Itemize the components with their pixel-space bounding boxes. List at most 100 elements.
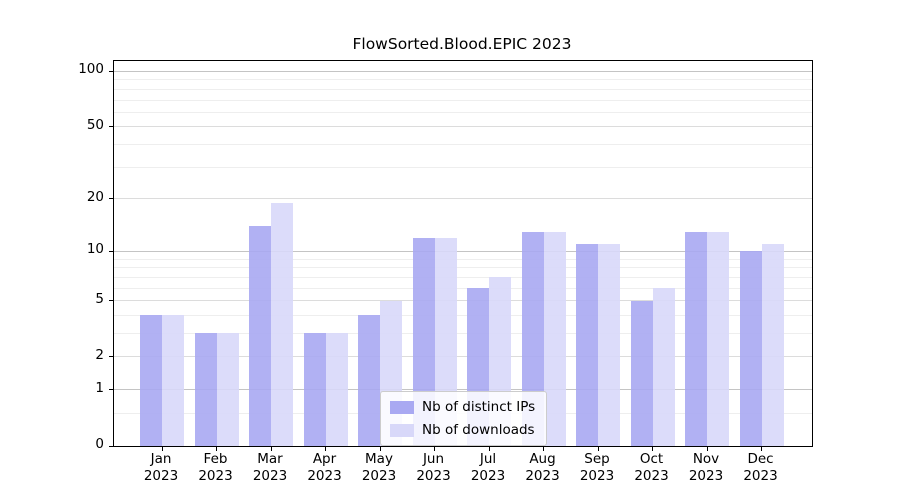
x-tick-label: Mar 2023 bbox=[238, 451, 302, 485]
chart-title: FlowSorted.Blood.EPIC 2023 bbox=[352, 35, 572, 53]
x-tick-label-year: 2023 bbox=[525, 468, 560, 484]
bar-distinct-ips bbox=[140, 315, 162, 446]
y-tick-label: 1 bbox=[95, 379, 104, 396]
bar-downloads bbox=[598, 244, 620, 446]
bar-distinct-ips bbox=[630, 300, 653, 446]
x-tick-label: Nov 2023 bbox=[674, 451, 738, 485]
major-gridline bbox=[114, 389, 812, 391]
legend-swatch-downloads-icon bbox=[390, 423, 414, 437]
major-gridline bbox=[114, 300, 812, 302]
minor-gridline bbox=[114, 99, 812, 101]
bar-distinct-ips bbox=[249, 226, 271, 446]
major-gridline bbox=[114, 198, 812, 200]
x-tick-label: Apr 2023 bbox=[293, 451, 357, 485]
bar-distinct-ips bbox=[576, 244, 598, 446]
minor-gridline bbox=[114, 332, 812, 334]
y-tick-mark bbox=[109, 126, 113, 128]
x-tick-label: Jun 2023 bbox=[402, 451, 466, 485]
y-tick-mark bbox=[109, 250, 113, 252]
x-tick-label: Jan 2023 bbox=[129, 451, 193, 485]
x-tick-label-year: 2023 bbox=[307, 468, 342, 484]
minor-gridline bbox=[114, 287, 812, 289]
major-gridline bbox=[114, 356, 812, 358]
minor-gridline bbox=[114, 144, 812, 146]
minor-gridline bbox=[114, 314, 812, 316]
y-tick-label: 0 bbox=[95, 436, 104, 452]
legend-label-distinct-ips: Nb of distinct IPs bbox=[422, 399, 536, 415]
bar-distinct-ips bbox=[685, 231, 707, 446]
bar-distinct-ips bbox=[194, 333, 217, 446]
legend-label-downloads: Nb of downloads bbox=[422, 422, 535, 438]
bar-downloads bbox=[162, 315, 184, 446]
x-tick-label-year: 2023 bbox=[198, 468, 233, 484]
y-tick-label: 20 bbox=[86, 188, 104, 205]
y-tick-mark bbox=[109, 198, 113, 200]
x-tick-mark bbox=[325, 447, 326, 451]
x-tick-label-month: Feb bbox=[203, 451, 228, 467]
minor-gridline bbox=[114, 258, 812, 260]
minor-gridline bbox=[114, 267, 812, 269]
x-tick-mark bbox=[216, 447, 217, 451]
bar-distinct-ips bbox=[303, 333, 326, 446]
x-tick-label-year: 2023 bbox=[470, 468, 506, 484]
minor-gridline bbox=[114, 111, 812, 113]
y-tick-label: 5 bbox=[95, 290, 104, 307]
x-tick-label: Oct 2023 bbox=[620, 451, 684, 485]
y-tick-mark bbox=[109, 356, 113, 358]
legend-item-downloads: Nb of downloads bbox=[390, 422, 535, 438]
y-tick-mark bbox=[109, 70, 113, 72]
x-tick-mark bbox=[706, 447, 708, 451]
x-tick-label-month: Dec bbox=[747, 451, 774, 467]
x-tick-label-month: Aug bbox=[529, 451, 556, 467]
x-tick-label-month: Mar bbox=[257, 451, 283, 467]
x-tick-label: Aug 2023 bbox=[511, 451, 575, 485]
x-tick-label-year: 2023 bbox=[143, 468, 179, 484]
plot-area bbox=[109, 60, 813, 451]
x-tick-mark bbox=[652, 447, 653, 451]
x-tick-label-month: Nov bbox=[692, 451, 720, 467]
bar-downloads bbox=[271, 202, 293, 446]
legend-item-distinct-ips: Nb of distinct IPs bbox=[390, 399, 535, 415]
bar-downloads bbox=[652, 288, 675, 446]
x-tick-mark bbox=[434, 447, 435, 451]
x-tick-label-month: Jul bbox=[479, 451, 497, 467]
x-tick-label: May 2023 bbox=[347, 451, 411, 485]
x-tick-label: Dec 2023 bbox=[729, 451, 793, 485]
x-tick-label: Feb 2023 bbox=[184, 451, 248, 485]
x-tick-label-year: 2023 bbox=[252, 468, 288, 484]
x-tick-label: Sep 2023 bbox=[565, 451, 629, 485]
x-tick-label-month: Jun bbox=[422, 451, 445, 467]
bar-downloads bbox=[543, 231, 566, 446]
x-tick-label-year: 2023 bbox=[416, 468, 451, 484]
x-tick-mark bbox=[161, 447, 163, 451]
x-tick-label-year: 2023 bbox=[743, 468, 778, 484]
x-tick-label-month: Oct bbox=[639, 451, 664, 467]
x-tick-label-year: 2023 bbox=[361, 468, 397, 484]
x-tick-label-year: 2023 bbox=[634, 468, 669, 484]
minor-gridline bbox=[114, 79, 812, 81]
x-tick-mark bbox=[379, 447, 381, 451]
y-tick-mark bbox=[109, 300, 113, 302]
bar-distinct-ips bbox=[739, 251, 762, 446]
x-tick-label: Jul 2023 bbox=[456, 451, 520, 485]
y-tick-mark bbox=[109, 389, 113, 391]
y-tick-label: 100 bbox=[78, 61, 104, 78]
y-tick-label: 2 bbox=[95, 346, 104, 363]
major-gridline bbox=[114, 250, 812, 252]
x-tick-mark bbox=[597, 447, 599, 451]
x-tick-label-month: Apr bbox=[312, 451, 337, 467]
x-tick-label-month: Jan bbox=[150, 451, 172, 467]
minor-gridline bbox=[114, 276, 812, 278]
x-tick-label-year: 2023 bbox=[579, 468, 615, 484]
bar-distinct-ips bbox=[358, 315, 380, 446]
y-tick-label: 10 bbox=[86, 241, 104, 258]
major-gridline bbox=[114, 126, 812, 128]
x-tick-label-month: May bbox=[365, 451, 393, 467]
minor-gridline bbox=[114, 88, 812, 90]
y-tick-label: 50 bbox=[86, 116, 104, 133]
bar-downloads bbox=[216, 333, 239, 446]
x-tick-label-month: Sep bbox=[584, 451, 610, 467]
x-tick-mark bbox=[543, 447, 544, 451]
major-gridline bbox=[114, 70, 812, 72]
